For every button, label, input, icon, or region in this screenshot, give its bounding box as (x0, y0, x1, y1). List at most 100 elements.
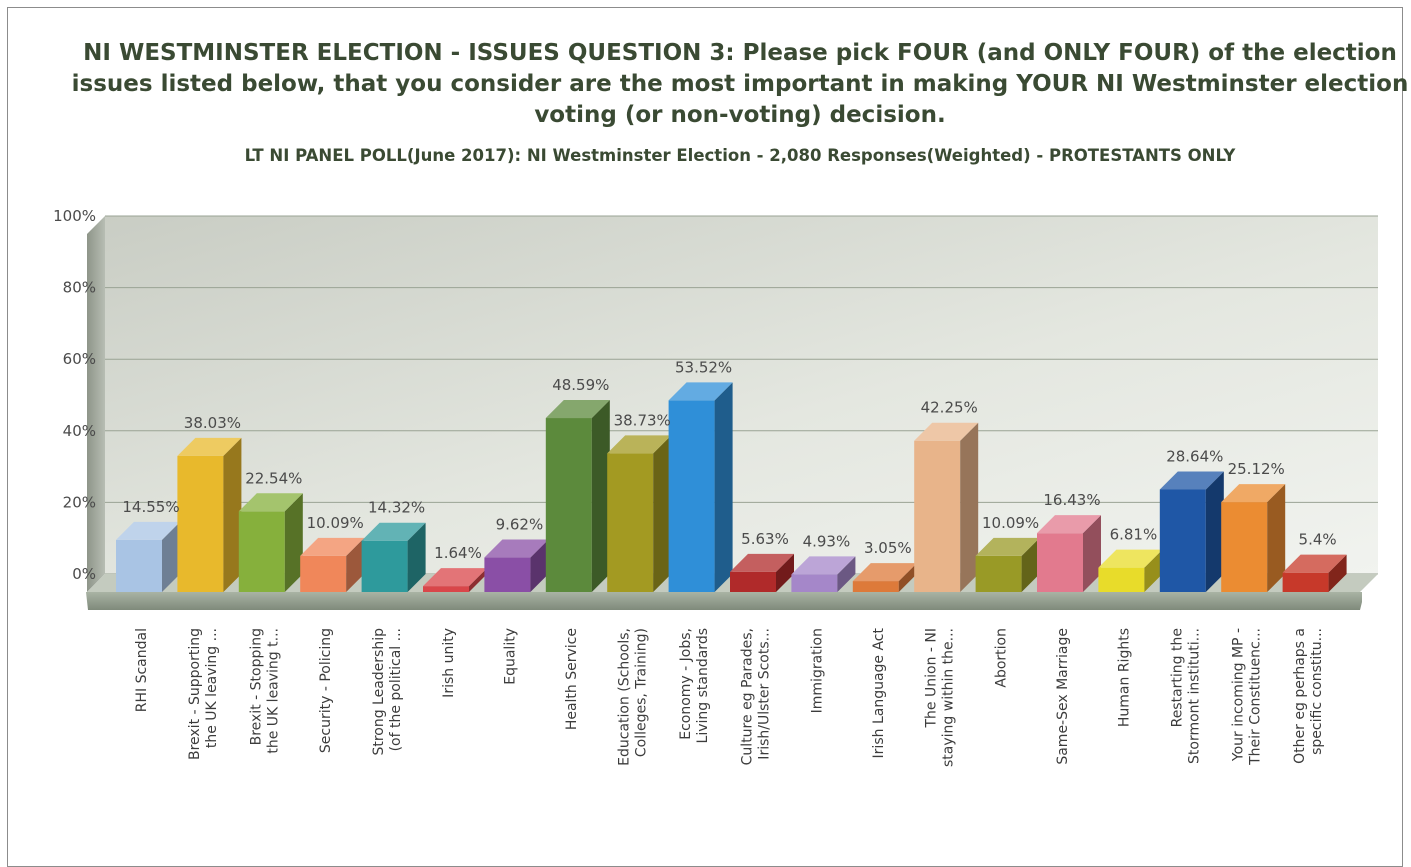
bar-front (1282, 572, 1329, 592)
data-label: 25.12% (1228, 460, 1285, 478)
bar-front (1159, 489, 1206, 592)
bar (177, 437, 242, 592)
category-label: Human Rights (1116, 628, 1132, 727)
bar-side (346, 537, 365, 592)
bar-side (223, 437, 242, 592)
bar-front (423, 586, 469, 592)
bar-front (730, 571, 776, 592)
bar-top (975, 537, 1040, 556)
data-label: 22.54% (245, 469, 302, 487)
bar-top (361, 522, 426, 541)
chart-subtitle: LT NI PANEL POLL(June 2017): NI Westmins… (244, 146, 1236, 165)
bar (914, 422, 979, 592)
bar-top (914, 422, 979, 441)
bar-side (407, 522, 426, 592)
y-tick-label: 80% (63, 279, 96, 297)
data-label: 14.32% (368, 499, 425, 517)
category-label: Abortion (994, 628, 1010, 688)
category-label: Same-Sex Marriage (1055, 628, 1071, 765)
bar-side (714, 382, 733, 592)
category-label: Your incoming MP -Their Constituenc... (1231, 628, 1264, 766)
bar-top (1221, 484, 1286, 503)
bar-side (530, 539, 549, 592)
bar-side (898, 563, 917, 592)
bar (668, 382, 733, 592)
bar-front (300, 555, 347, 592)
category-label: Restarting theStormont instituti... (1169, 628, 1202, 764)
data-label: 16.43% (1043, 491, 1100, 509)
bar-side (1021, 537, 1040, 592)
bar (1098, 549, 1163, 592)
bar-top (668, 382, 733, 401)
bar-side (653, 435, 672, 592)
data-label: 10.09% (307, 514, 364, 532)
data-label: 42.25% (921, 399, 978, 417)
data-label: 6.81% (1110, 526, 1158, 544)
y-axis-tick-labels: 0% 20% 40% 60% 80% 100% (53, 207, 96, 583)
bar (975, 537, 1040, 592)
bar (1282, 554, 1347, 592)
bar (361, 522, 426, 592)
y-tick-label: 100% (53, 207, 96, 225)
bar (1221, 484, 1286, 592)
y-tick-label: 60% (63, 350, 96, 368)
bar (1159, 471, 1224, 592)
data-label: 5.63% (741, 530, 789, 548)
data-label: 1.64% (434, 544, 482, 562)
bar (545, 400, 610, 592)
bar (238, 493, 303, 592)
bar-side (960, 422, 979, 592)
category-label: Irish unity (441, 628, 457, 698)
bar (607, 435, 672, 592)
bar-front (607, 453, 654, 592)
data-label: 38.73% (614, 411, 671, 429)
bar-front (238, 511, 285, 592)
bar-top (484, 539, 549, 558)
bar-top (177, 437, 242, 456)
category-label: The Union - NIstaying within the... (924, 628, 957, 767)
bar-top (300, 537, 365, 556)
data-label: 4.93% (803, 532, 851, 550)
bar-side (837, 556, 856, 592)
y-tick-label: 40% (63, 422, 96, 440)
bar-front (1221, 502, 1268, 592)
category-label: Education (Schools,Colleges, Training) (617, 628, 650, 766)
bar-top (238, 493, 303, 512)
category-label: Strong Leadership(of the political ... (371, 628, 404, 756)
bar-top (1098, 549, 1163, 568)
bar-front (484, 557, 531, 592)
bar (730, 553, 794, 592)
bar-top (1282, 554, 1347, 573)
chart-title: NI WESTMINSTER ELECTION - ISSUES QUESTIO… (71, 40, 1409, 128)
data-label: 3.05% (864, 539, 912, 557)
bar-side (1205, 471, 1224, 592)
bar-side (284, 493, 303, 592)
bar (116, 521, 180, 592)
bar-side (469, 568, 487, 592)
bar-side (1083, 515, 1101, 592)
bar-top (1159, 471, 1224, 490)
y-tick-label: 0% (72, 565, 96, 583)
bar-top (730, 553, 794, 572)
category-label: RHI Scandal (134, 628, 150, 712)
bar-front (1037, 533, 1083, 592)
bar-front (361, 540, 408, 592)
bar-side (1328, 554, 1347, 592)
y-tick-label: 20% (63, 493, 96, 511)
x-axis-category-labels: RHI Scandal Brexit - Supportingthe UK lea… (134, 627, 1325, 767)
bar (423, 568, 487, 592)
bar-front (975, 555, 1022, 592)
bar (791, 556, 856, 592)
data-label: 14.55% (122, 498, 179, 516)
category-label: Irish Language Act (871, 627, 887, 758)
bars (116, 382, 1347, 592)
category-label: Brexit - Supportingthe UK leaving ... (187, 628, 220, 760)
category-label: Immigration (809, 628, 825, 713)
data-label: 5.4% (1299, 531, 1337, 549)
category-label: Culture eg Parades,Irish/Ulster Scots... (740, 628, 773, 765)
bar (1037, 515, 1101, 592)
category-label: Brexit - Stoppingthe UK leaving t... (248, 628, 281, 754)
bar-top (852, 563, 917, 582)
bar-top (423, 568, 487, 587)
